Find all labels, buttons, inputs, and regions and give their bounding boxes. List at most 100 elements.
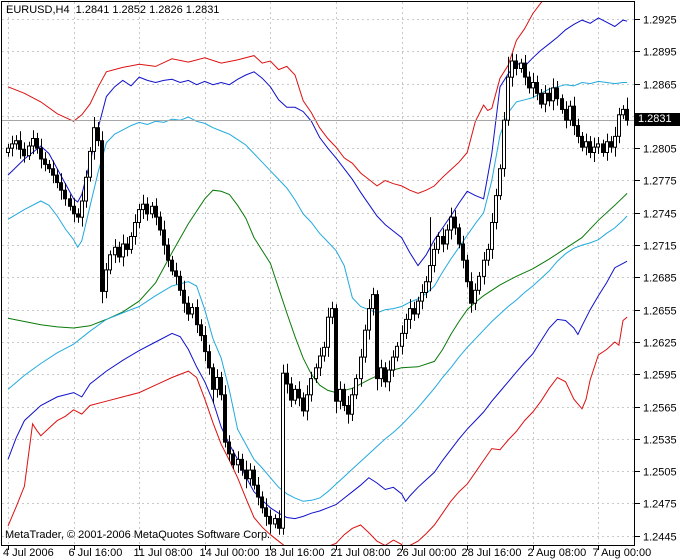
candle-body [584,141,588,148]
y-axis-label: 1.2445 [643,532,677,544]
y-axis-label: 1.2505 [643,467,677,479]
candle-body [318,355,322,369]
candle-body [490,222,494,250]
candle-body [207,351,211,369]
y-axis: 1.29251.28951.28651.28351.28051.27751.27… [635,15,677,544]
candle-body [178,275,182,291]
candle-body [477,275,481,291]
candle-body [441,236,445,245]
candle-body [141,203,145,211]
y-axis-label: 1.2595 [643,370,677,382]
candle-body [486,248,490,261]
candle-body [539,92,543,105]
candle-body [395,345,399,358]
candle-body [162,229,166,246]
candle-body [108,254,112,271]
candle-body [277,518,281,529]
candle-body [383,367,387,383]
candle-body [10,143,14,149]
candle-body [375,294,379,380]
candle-body [613,135,617,148]
candle-body [519,62,523,69]
candle-body [605,141,609,153]
candle-body [84,176,88,202]
candle-body [244,469,248,480]
candle-body [424,281,428,294]
candle-body [125,243,129,250]
candle-body [551,87,555,102]
candle-body [564,108,568,121]
candle-body [379,367,383,380]
candle-body [535,82,539,94]
candle-body [51,168,55,176]
y-axis-label: 1.2475 [643,499,677,511]
candle-body [186,302,190,315]
y-axis-label: 1.2745 [643,209,677,221]
candle-body [592,146,596,154]
candle-body [449,216,453,231]
candle-body [182,289,186,304]
candle-body [457,227,461,245]
candles-layer [6,53,629,535]
candle-body [190,307,194,315]
candle-body [527,76,531,89]
x-axis-label: 28 Jul 16:00 [462,547,522,559]
candle-body [248,469,252,480]
candle-body [346,405,350,415]
candle-body [68,198,72,207]
grid-layer [2,2,634,545]
candle-body [22,148,26,157]
candle-body [601,143,605,153]
candle-body [18,140,22,150]
candle-body [359,356,363,380]
lower-outer-band [7,316,628,545]
x-axis: 4 Jul 2006 6 Jul 16:00 11 Jul 08:00 14 Jul … [3,546,651,559]
candle-body [420,292,424,302]
candle-body [285,372,289,385]
candle-body [305,394,309,412]
candle-body [55,174,59,184]
candle-body [387,369,391,383]
candle-body [260,496,264,509]
candle-body [268,515,272,525]
candle-body [588,141,592,153]
candle-body [502,119,506,170]
candle-body [453,216,457,229]
upper-inner-band [7,80,628,314]
candle-body [240,458,244,471]
candle-body [14,140,18,145]
candle-body [572,105,576,127]
candle-body [363,329,367,358]
candle-body [166,244,170,261]
y-axis-label: 1.2565 [643,403,677,415]
y-axis-label: 1.2865 [643,80,677,92]
candle-body [367,308,371,331]
x-axis-label: 6 Jul 16:00 [69,547,123,559]
candle-body [510,60,514,78]
candle-body [416,300,420,315]
candle-body [113,246,117,256]
candle-body [158,216,162,231]
candle-body [580,135,584,148]
candle-body [100,140,104,292]
candle-body [154,205,158,218]
candle-body [281,372,285,529]
candle-body [297,388,301,399]
candle-body [473,289,477,304]
candle-body [215,377,219,390]
candle-body [334,308,338,402]
upper-outer-band [7,2,543,194]
x-axis-label: 26 Jul 00:00 [397,547,457,559]
candle-body [92,127,96,152]
candle-body [432,248,436,266]
candle-body [342,388,346,407]
candle-body [80,200,84,218]
candle-body [273,518,277,525]
candle-body [514,60,518,69]
candle-body [314,367,318,380]
candle-body [391,356,395,371]
y-axis-label: 1.2775 [643,176,677,188]
candle-body [547,92,551,102]
